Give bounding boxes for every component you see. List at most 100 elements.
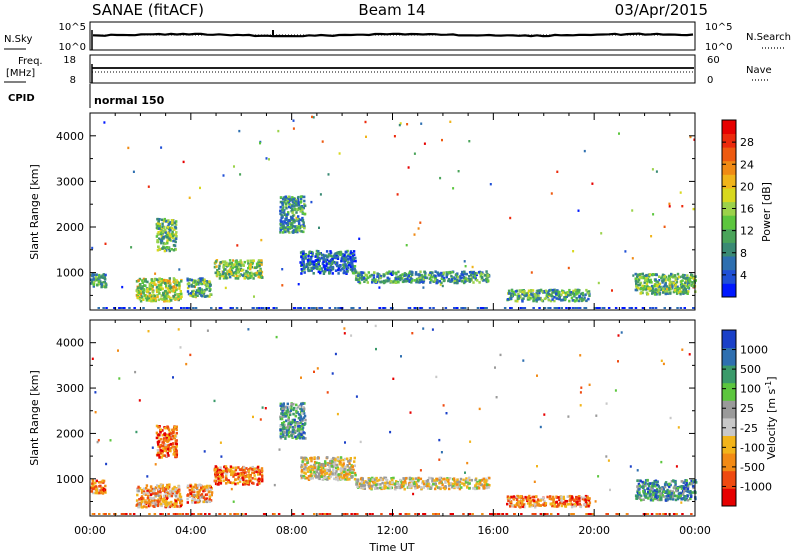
echo-cell xyxy=(345,476,349,479)
echo-cell xyxy=(336,264,339,267)
echo-cell xyxy=(170,299,173,302)
echo-cell xyxy=(191,294,195,298)
echo-cell xyxy=(290,223,293,227)
echo-cell xyxy=(564,499,567,503)
echo-cell xyxy=(517,292,520,296)
echo-cell xyxy=(149,493,153,497)
echo-cell xyxy=(346,471,349,474)
echo-cell xyxy=(583,149,586,153)
echo-cell xyxy=(301,269,304,273)
echo-cell xyxy=(95,273,98,276)
echo-cell xyxy=(568,291,572,294)
echo-cell xyxy=(178,287,181,290)
echo-cell xyxy=(164,486,168,489)
echo-cell xyxy=(168,226,171,230)
echo-cell xyxy=(157,498,160,502)
echo-cell xyxy=(351,253,355,256)
echo-cell xyxy=(100,486,103,490)
echo-cell xyxy=(312,272,315,275)
echo-cell xyxy=(247,469,251,473)
echo-cell xyxy=(239,259,242,262)
echo-cell xyxy=(477,486,481,490)
echo-cell xyxy=(284,437,287,440)
echo-cell xyxy=(539,499,542,502)
echo-cell xyxy=(343,269,346,273)
echo-cell xyxy=(294,424,297,428)
echo-cell xyxy=(281,430,285,434)
echo-cell xyxy=(458,279,461,283)
echo-cell xyxy=(429,278,433,282)
echo-cell xyxy=(164,504,168,508)
echo-cell xyxy=(252,415,254,419)
echo-cell xyxy=(170,500,173,504)
echo-cell xyxy=(208,498,211,501)
echo-cell xyxy=(253,474,256,477)
echo-cell xyxy=(576,503,579,506)
echo-cell xyxy=(419,477,423,481)
echo-cell xyxy=(668,279,671,282)
echo-cell xyxy=(318,252,322,255)
echo-cell xyxy=(146,491,149,495)
echo-cell xyxy=(556,170,559,173)
echo-cell xyxy=(481,276,484,279)
echo-cell xyxy=(172,244,176,247)
echo-cell xyxy=(449,120,452,123)
ground-cell xyxy=(382,307,385,309)
ground-cell xyxy=(471,513,474,515)
echo-cell xyxy=(343,468,346,471)
noise-right-tick-bottom: 10^0 xyxy=(705,42,732,53)
echo-cell xyxy=(328,268,331,272)
ground-cell xyxy=(378,307,381,309)
echo-cell xyxy=(360,271,363,274)
y-tick-label: 3000 xyxy=(56,175,84,188)
echo-cell xyxy=(643,274,647,278)
echo-cell xyxy=(189,353,192,357)
echo-cell xyxy=(411,479,414,483)
echo-cell xyxy=(586,497,590,500)
echo-cell xyxy=(444,479,447,483)
echo-cell xyxy=(170,489,174,493)
echo-cell xyxy=(657,285,661,288)
echo-cell xyxy=(337,473,340,476)
echo-cell xyxy=(443,487,446,491)
echo-cell xyxy=(279,222,282,226)
echo-cell xyxy=(560,495,563,499)
echo-cell xyxy=(102,276,105,279)
echo-cell xyxy=(436,279,439,282)
ground-cell xyxy=(407,513,411,515)
echo-cell xyxy=(182,160,185,164)
echo-cell xyxy=(351,465,354,469)
echo-cell xyxy=(440,277,443,281)
echo-cell xyxy=(201,487,204,491)
echo-cell xyxy=(175,431,178,435)
ground-cell xyxy=(451,513,454,515)
echo-cell xyxy=(656,280,660,284)
echo-cell xyxy=(429,272,432,275)
ground-cell xyxy=(681,513,684,515)
echo-cell xyxy=(551,495,555,499)
echo-cell xyxy=(168,436,171,440)
echo-cell xyxy=(287,435,291,438)
echo-cell xyxy=(309,474,312,478)
echo-cell xyxy=(667,274,671,278)
echo-cell xyxy=(580,296,583,300)
echo-cell xyxy=(259,267,262,271)
echo-cell xyxy=(409,278,412,282)
echo-cell xyxy=(254,273,257,277)
echo-cell xyxy=(141,506,144,509)
ground-cell xyxy=(570,513,573,515)
echo-cell xyxy=(581,298,584,302)
echo-cell xyxy=(282,196,286,200)
echo-cell xyxy=(531,289,535,292)
echo-cell xyxy=(164,231,167,234)
echo-cell xyxy=(544,291,547,294)
echo-cell xyxy=(137,505,140,509)
colorbar-segment xyxy=(722,256,736,271)
echo-cell xyxy=(379,483,382,486)
echo-cell xyxy=(402,477,405,480)
echo-cell xyxy=(197,278,201,282)
echo-cell xyxy=(284,195,287,199)
echo-cell xyxy=(243,468,246,472)
echo-cell xyxy=(303,471,306,474)
echo-cell xyxy=(291,217,294,220)
